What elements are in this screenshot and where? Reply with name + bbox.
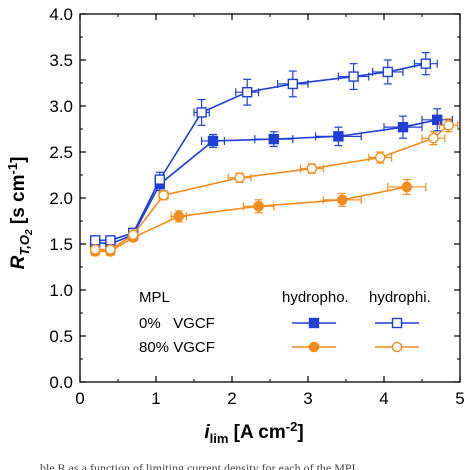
y-tick-label: 0.5 [49,327,73,346]
y-tick-label: 3.0 [49,97,73,116]
legend-swatch-hydrophi-0-marker [391,317,403,329]
legend-row-80-vgcf: 80% VGCF [139,339,215,356]
x-tick-label: 2 [227,389,236,408]
data-point [401,181,413,193]
data-series [89,52,459,257]
x-tick-label: 1 [151,389,160,408]
legend: MPL hydropho. hydrophi. 0% VGCF 80% VGCF [139,289,431,356]
series-line [95,119,438,245]
data-point [207,135,219,147]
figure-caption: ble R as a function of limiting current … [40,461,359,470]
series-0 [89,108,453,250]
x-tick-label: 5 [455,389,464,408]
data-point [306,163,318,174]
x-axis-label: ilim [A cm-2] [204,419,303,446]
data-point [253,200,264,212]
series-line [95,62,426,242]
y-tick-label: 2.5 [49,143,73,162]
data-point [348,71,359,82]
data-point [234,172,245,184]
data-point [89,244,101,255]
data-point [333,131,344,142]
y-axis-ticks: 0.0 0.5 1.0 1.5 2.0 2.5 3.0 3.5 4.0 [49,5,460,392]
data-point [105,235,116,246]
y-tick-label: 1.5 [49,235,73,254]
data-point [127,229,139,241]
x-tick-label: 4 [379,389,388,408]
y-tick-label: 1.0 [49,281,73,300]
data-point [241,86,253,98]
legend-column-hydrophilic: hydrophi. [369,289,431,306]
data-point [397,121,409,133]
x-tick-label: 0 [75,389,84,408]
chart-figure: 0.0 0.5 1.0 1.5 2.0 2.5 3.0 3.5 4.0 0 1 2 3 4 5 RT,O2… [5,5,465,446]
legend-row-0-vgcf: 0% VGCF [139,315,215,332]
data-point [89,235,101,246]
legend-swatches [292,317,419,353]
legend-swatch-hydropho-80-marker [308,341,320,353]
data-point [428,132,439,144]
x-tick-label: 3 [303,389,312,408]
y-tick-label: 2.0 [49,189,73,208]
data-point [382,66,393,78]
y-axis-label: RT,O2 [s cm-1] [5,157,35,270]
data-point [443,120,454,131]
y-tick-label: 4.0 [49,5,73,24]
data-point [196,107,207,118]
data-point [336,194,348,206]
x-axis-ticks: 0 1 2 3 4 5 [75,14,465,408]
legend-swatch-hydropho-0-marker [308,317,320,329]
data-point [268,133,279,145]
data-point [158,189,169,201]
data-point [420,58,431,69]
y-tick-label: 3.5 [49,51,73,70]
data-point [154,174,166,185]
data-point [105,244,116,255]
data-point [287,78,298,90]
data-point [432,114,443,126]
data-point [173,211,185,222]
y-tick-label: 0.0 [49,373,73,392]
legend-swatch-hydrophi-80-marker [391,341,403,353]
legend-column-hydrophobic: hydropho. [282,289,349,306]
data-point [374,152,386,163]
series-3 [89,118,459,255]
legend-header: MPL [139,289,170,306]
